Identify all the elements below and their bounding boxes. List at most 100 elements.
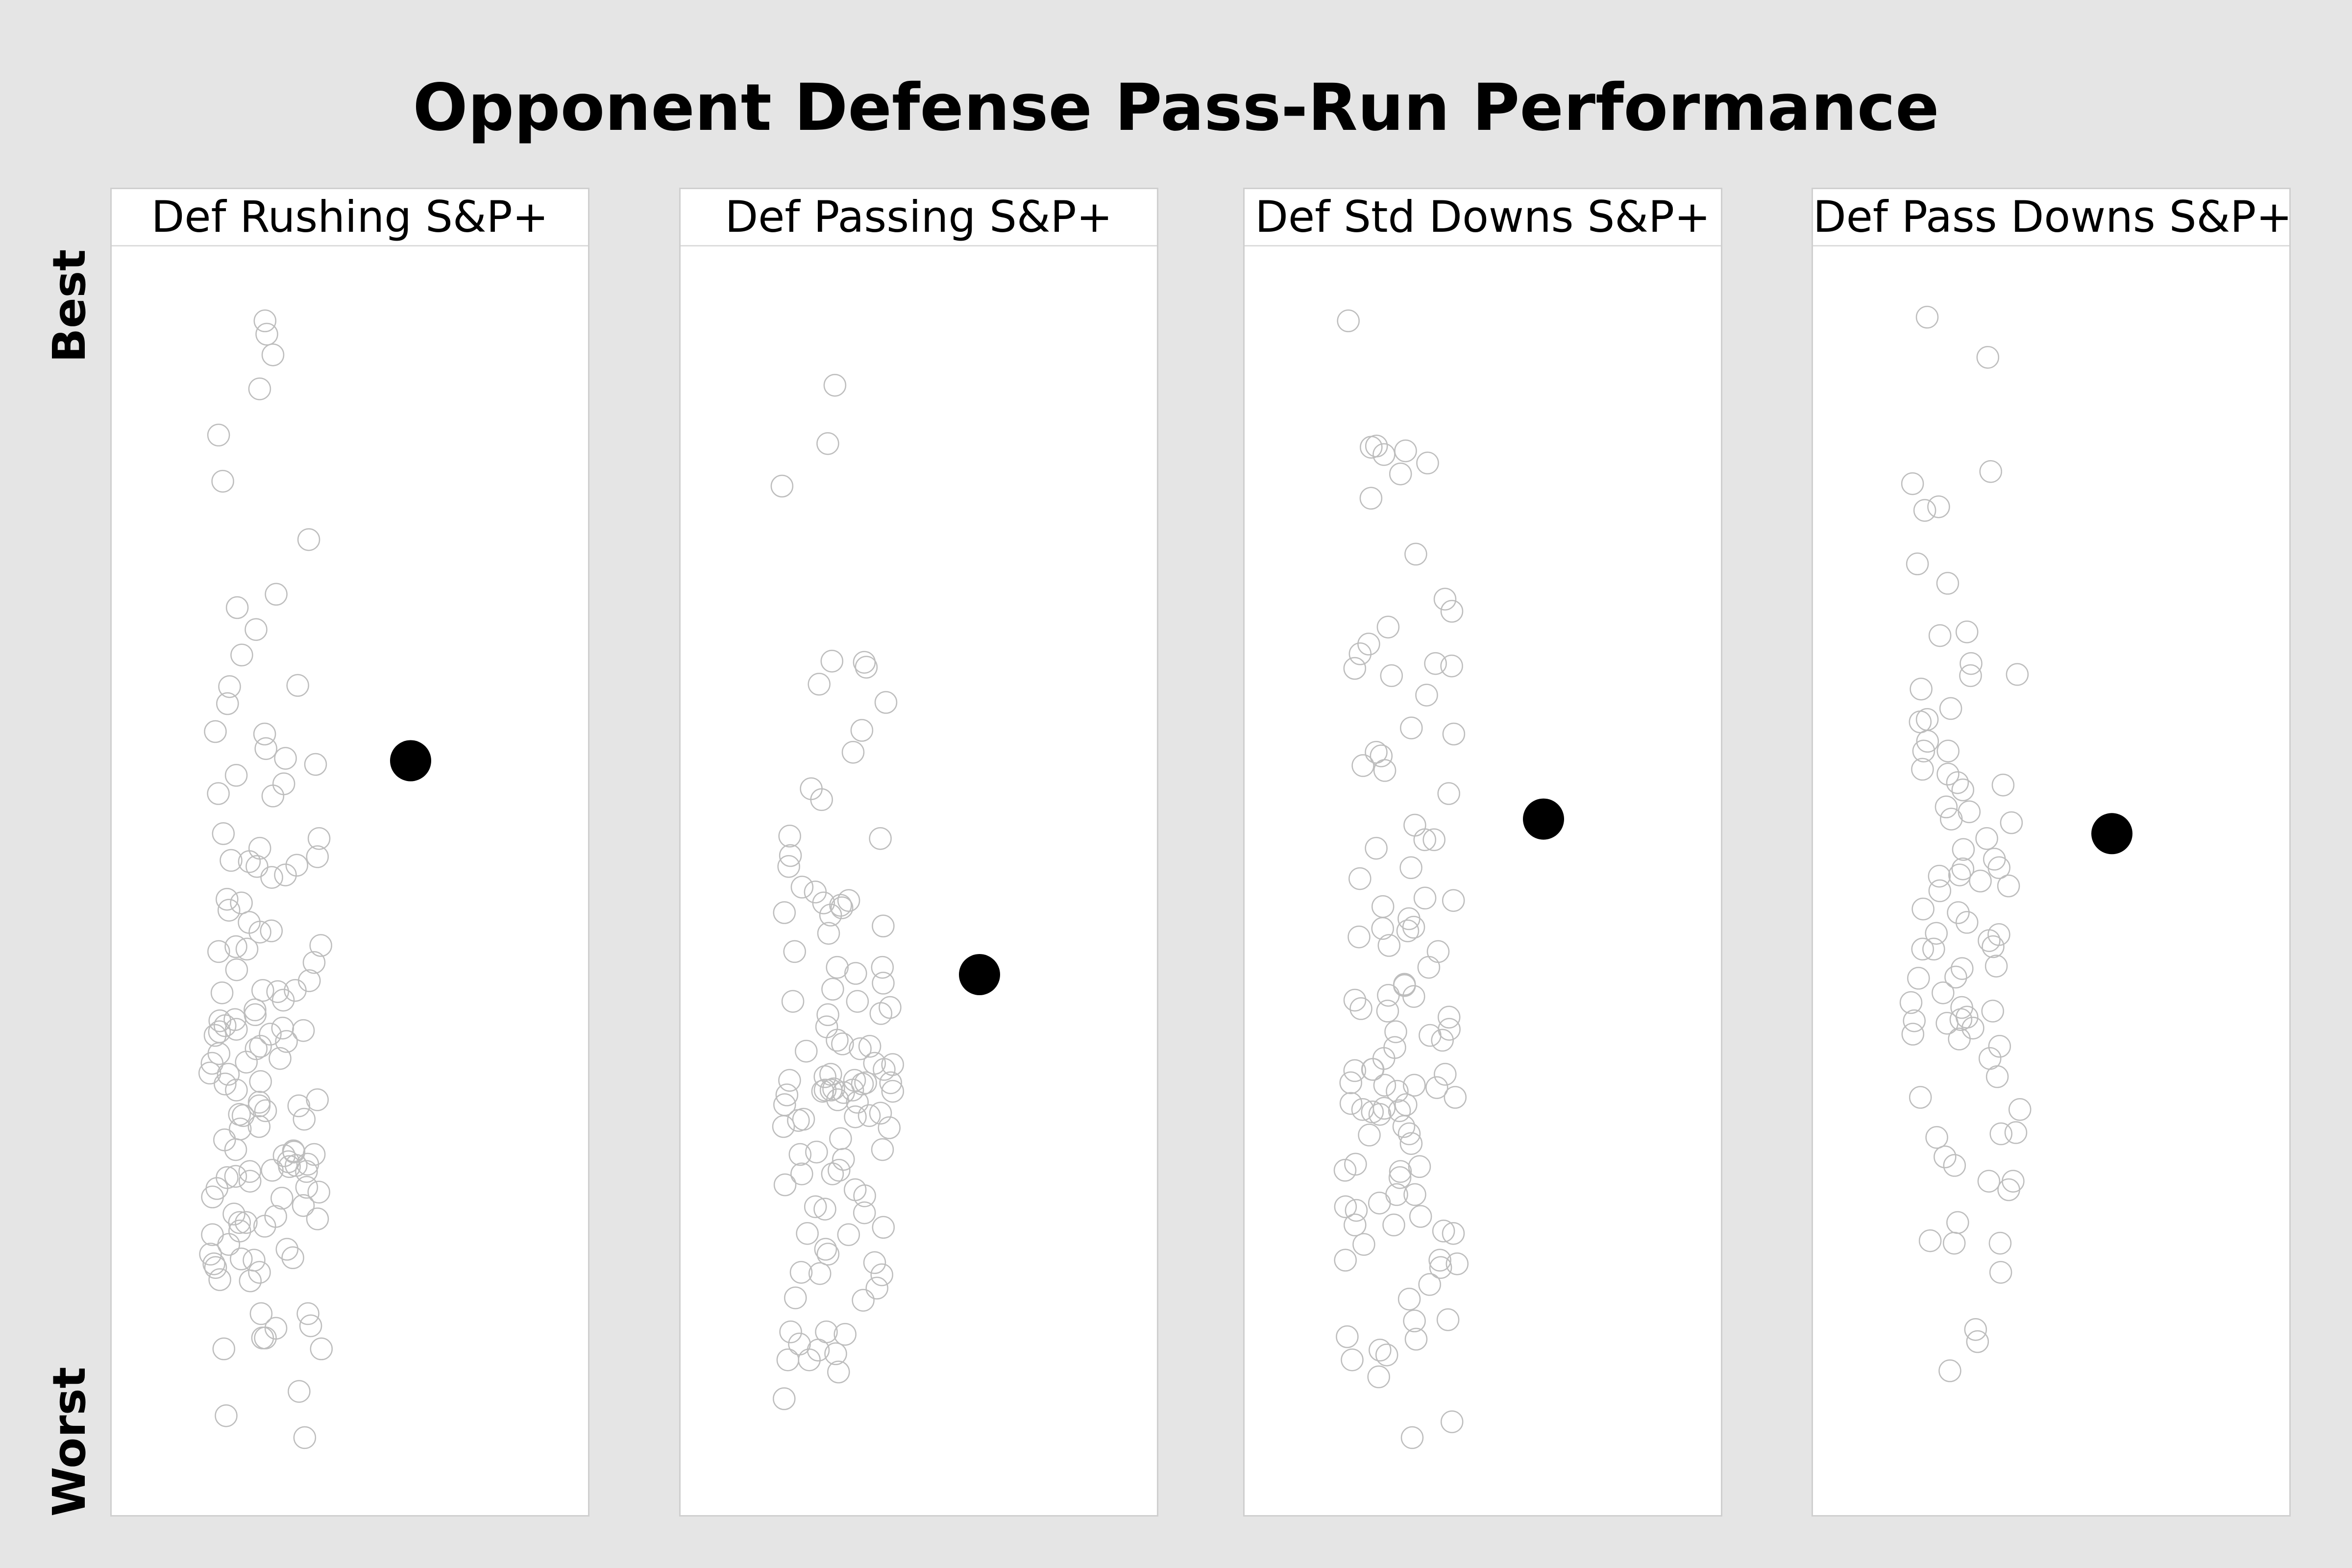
data-point [1429, 1256, 1452, 1279]
data-point [1403, 813, 1426, 837]
data-point [203, 1024, 227, 1047]
data-point [1371, 895, 1395, 918]
data-point [811, 1079, 834, 1103]
data-point [1403, 1183, 1426, 1206]
data-point [819, 904, 842, 927]
data-point [1944, 965, 1967, 989]
data-point [1436, 1308, 1460, 1331]
data-point [1943, 1154, 1966, 1177]
data-point [1369, 1339, 1392, 1362]
data-point [1951, 857, 1975, 881]
data-point [1975, 827, 1998, 850]
data-point [1936, 1011, 1959, 1035]
data-point [1344, 1152, 1367, 1176]
data-point [852, 1289, 875, 1312]
data-point [202, 1252, 225, 1275]
data-point [853, 1201, 876, 1225]
data-point [1345, 1199, 1368, 1222]
data-point [255, 322, 278, 346]
data-point [869, 827, 892, 850]
data-point [224, 764, 248, 787]
data-point [293, 1426, 317, 1449]
data-point [792, 1107, 815, 1131]
data-point [1372, 443, 1396, 466]
data-point [823, 373, 847, 397]
data-point [1991, 773, 2015, 797]
data-point [795, 1039, 818, 1063]
data-point [824, 1342, 847, 1366]
data-point [1987, 923, 2010, 946]
data-point [1386, 1079, 1409, 1103]
data-point [1415, 684, 1438, 707]
data-point [253, 722, 276, 746]
data-point [821, 1162, 844, 1185]
data-point [1442, 722, 1466, 746]
data-point [1388, 1099, 1411, 1123]
data-point [296, 1302, 319, 1325]
data-point [205, 1177, 228, 1200]
data-point [284, 979, 307, 1002]
data-point [1418, 1273, 1441, 1296]
data-point [1906, 552, 1929, 576]
data-point [832, 1148, 855, 1171]
data-point [212, 1337, 236, 1361]
data-point [299, 1314, 322, 1337]
data-point [1928, 879, 1952, 903]
data-point [1334, 1249, 1357, 1272]
data-point [1375, 1343, 1398, 1367]
data-point [1343, 1059, 1367, 1082]
data-point [815, 1015, 838, 1038]
data-point [773, 901, 796, 924]
data-point [1935, 795, 1958, 819]
panel-title: Def Pass Downs S&P+ [1813, 189, 2292, 246]
data-point [1910, 677, 1933, 701]
data-point [201, 1185, 224, 1209]
data-point [813, 1198, 836, 1221]
data-point [1928, 624, 1952, 647]
data-point [849, 1037, 872, 1060]
data-point [210, 981, 234, 1004]
data-point [1367, 1365, 1390, 1389]
data-point [253, 1215, 276, 1238]
data-point [306, 1207, 329, 1230]
data-point [781, 990, 805, 1013]
data-point [1444, 1086, 1467, 1109]
panel-title: Def Rushing S&P+ [112, 189, 588, 246]
data-point [295, 1160, 318, 1183]
data-point [1936, 739, 1960, 762]
data-point [788, 1332, 811, 1356]
data-point [1916, 730, 1939, 753]
data-point [1936, 572, 1960, 595]
data-point [1397, 1122, 1421, 1146]
data-point [201, 1223, 224, 1246]
data-point [1402, 985, 1425, 1008]
data-point [1988, 1231, 2012, 1255]
data-point [307, 1180, 330, 1204]
data-point [230, 643, 253, 667]
data-point [230, 891, 253, 914]
data-point [790, 876, 814, 899]
data-point [309, 934, 332, 957]
data-point [1939, 697, 1962, 720]
data-point [225, 1078, 248, 1102]
data-point [826, 956, 849, 979]
data-point [1951, 778, 1975, 802]
data-point [1349, 997, 1372, 1020]
data-point [1413, 828, 1437, 851]
data-point [1981, 1000, 2004, 1023]
data-point [1339, 1092, 1363, 1115]
data-point [1396, 919, 1420, 942]
data-point [1371, 917, 1394, 940]
data-point [272, 1144, 296, 1167]
data-point [208, 1009, 231, 1032]
data-point [827, 1360, 850, 1384]
data-point [260, 866, 283, 889]
data-point [266, 980, 289, 1003]
data-point [223, 1008, 246, 1031]
data-point [846, 1091, 869, 1114]
data-point [819, 1063, 842, 1086]
data-point [1333, 1159, 1357, 1182]
data-point [814, 1238, 837, 1261]
data-point [244, 1003, 267, 1027]
data-point [217, 1063, 240, 1086]
